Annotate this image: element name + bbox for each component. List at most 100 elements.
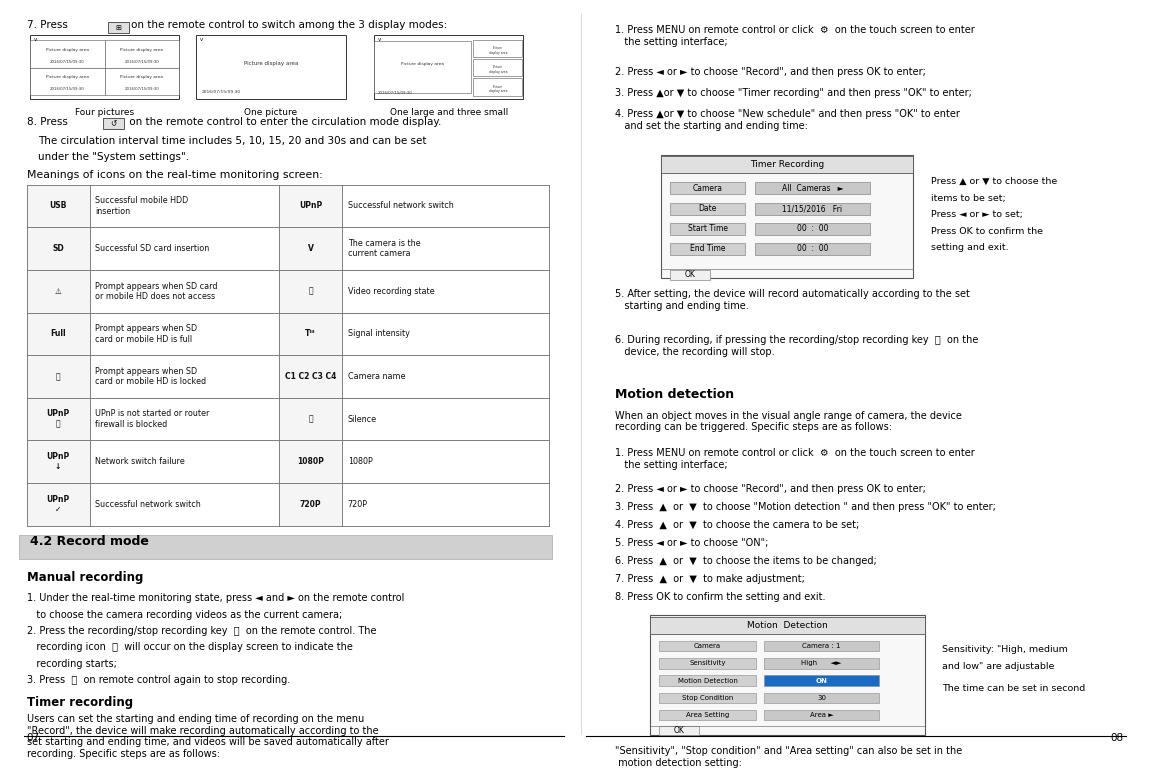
Text: 🔇: 🔇 [308,414,313,424]
Bar [659,710,757,720]
Text: Timer Recording: Timer Recording [750,160,825,169]
Bar [279,398,342,440]
Text: 30: 30 [818,695,826,701]
Text: 3. Press ▲or ▼ to choose "Timer recording" and then press "OK" to enter;: 3. Press ▲or ▼ to choose "Timer recordin… [615,88,972,98]
Bar [26,440,549,483]
Text: 2. Press ◄ or ► to choose "Record", and then press OK to enter;: 2. Press ◄ or ► to choose "Record", and … [615,67,926,77]
Bar [756,182,869,194]
Text: ⏺: ⏺ [308,286,313,296]
Bar [90,483,279,526]
Bar [90,227,279,270]
Bar [342,483,549,526]
Text: USB: USB [49,202,67,210]
Text: 1. Under the real-time monitoring state, press ◄ and ► on the remote control: 1. Under the real-time monitoring state,… [26,593,404,603]
Text: All  Cameras   ►: All Cameras ► [782,184,843,193]
Bar [661,156,913,173]
Bar [374,35,523,99]
Text: Press OK to confirm the: Press OK to confirm the [930,226,1043,236]
Text: Picture
display area: Picture display area [489,65,507,74]
Text: 1080P: 1080P [347,457,373,467]
Text: UPnP
⛔: UPnP ⛔ [46,410,70,429]
Text: When an object moves in the visual angle range of camera, the device
recording c: When an object moves in the visual angle… [615,410,963,432]
Text: 2016/07/15/09:30: 2016/07/15/09:30 [49,88,85,92]
Text: 00  :  00: 00 : 00 [797,224,828,233]
Text: Motion  Detection: Motion Detection [746,621,828,630]
Bar [26,355,90,398]
Bar [197,35,345,99]
Text: Date: Date [698,204,716,213]
Text: Manual recording: Manual recording [26,571,143,584]
Bar [670,182,745,194]
Text: Silence: Silence [347,414,377,424]
Bar [90,440,279,483]
Text: Four pictures: Four pictures [75,109,135,117]
Text: 720P: 720P [347,500,368,509]
Text: Timer recording: Timer recording [26,695,132,708]
Text: 6. During recording, if pressing the recording/stop recording key  ⏺  on the
   : 6. During recording, if pressing the rec… [615,335,979,357]
Text: 2016/07/15/09:30: 2016/07/15/09:30 [124,88,160,92]
Bar [756,243,869,255]
Text: Picture display area: Picture display area [121,75,163,79]
Text: Successful mobile HDD
insertion: Successful mobile HDD insertion [95,196,189,216]
Text: OK: OK [685,270,696,279]
Text: 08: 08 [1110,733,1124,743]
Text: 2016/07/15/09:30: 2016/07/15/09:30 [202,90,241,94]
Text: 4. Press  ▲  or  ▼  to choose the camera to be set;: 4. Press ▲ or ▼ to choose the camera to … [615,520,859,530]
Bar [342,440,549,483]
Bar [765,641,879,651]
Text: UPnP
↓: UPnP ↓ [46,452,70,471]
Text: items to be set;: items to be set; [930,193,1005,203]
Text: Prompt appears when SD
card or mobile HD is locked: Prompt appears when SD card or mobile HD… [95,367,207,387]
Bar [26,185,549,227]
Bar [26,398,549,440]
Bar [279,270,342,313]
Text: on the remote control to switch among the 3 display modes:: on the remote control to switch among th… [131,20,447,30]
Bar [26,483,90,526]
Bar [105,68,179,95]
Bar [342,185,549,227]
Text: The circulation interval time includes 5, 10, 15, 20 and 30s and can be set: The circulation interval time includes 5… [38,136,427,146]
Bar [659,726,699,735]
Text: 720P: 720P [300,500,321,509]
Text: ↺: ↺ [110,119,117,128]
Bar [90,270,279,313]
Text: Picture
display area: Picture display area [489,46,507,55]
Text: Successful SD card insertion: Successful SD card insertion [95,244,209,253]
Text: Camera: Camera [693,643,721,649]
Text: Picture display area: Picture display area [46,48,89,52]
Bar [279,483,342,526]
Bar [279,185,342,227]
Text: Meanings of icons on the real-time monitoring screen:: Meanings of icons on the real-time monit… [26,169,322,179]
Text: Sensitivity: "High, medium: Sensitivity: "High, medium [942,645,1068,654]
Bar [659,641,757,651]
Bar [26,227,549,270]
Text: Successful network switch: Successful network switch [347,202,453,210]
Bar [342,398,549,440]
Text: and low" are adjustable: and low" are adjustable [942,662,1055,671]
Bar [18,534,552,559]
Text: 8. Press OK to confirm the setting and exit.: 8. Press OK to confirm the setting and e… [615,591,826,601]
Text: Successful network switch: Successful network switch [95,500,201,509]
Bar [108,22,129,33]
Bar [279,227,342,270]
Text: The time can be set in second: The time can be set in second [942,685,1086,693]
Text: 1080P: 1080P [297,457,324,467]
Text: v: v [200,37,204,42]
Bar [26,313,90,355]
Text: 2. Press ◄ or ► to choose "Record", and then press OK to enter;: 2. Press ◄ or ► to choose "Record", and … [615,484,926,494]
Text: Signal intensity: Signal intensity [347,330,409,338]
Text: 8. Press: 8. Press [26,117,68,127]
Bar [26,185,90,227]
Text: Area ►: Area ► [810,712,834,718]
Text: Video recording state: Video recording state [347,286,435,296]
Text: setting and exit.: setting and exit. [930,243,1009,252]
Bar [30,35,179,99]
Text: 2016/07/15/09:30: 2016/07/15/09:30 [377,91,413,95]
Bar [90,398,279,440]
Bar [342,355,549,398]
Text: ON: ON [815,678,828,684]
Text: Picture
display area: Picture display area [489,85,507,93]
Bar [670,270,711,280]
Text: 4.2 Record mode: 4.2 Record mode [30,535,150,548]
Text: on the remote control to enter the circulation mode display.: on the remote control to enter the circu… [126,117,442,127]
